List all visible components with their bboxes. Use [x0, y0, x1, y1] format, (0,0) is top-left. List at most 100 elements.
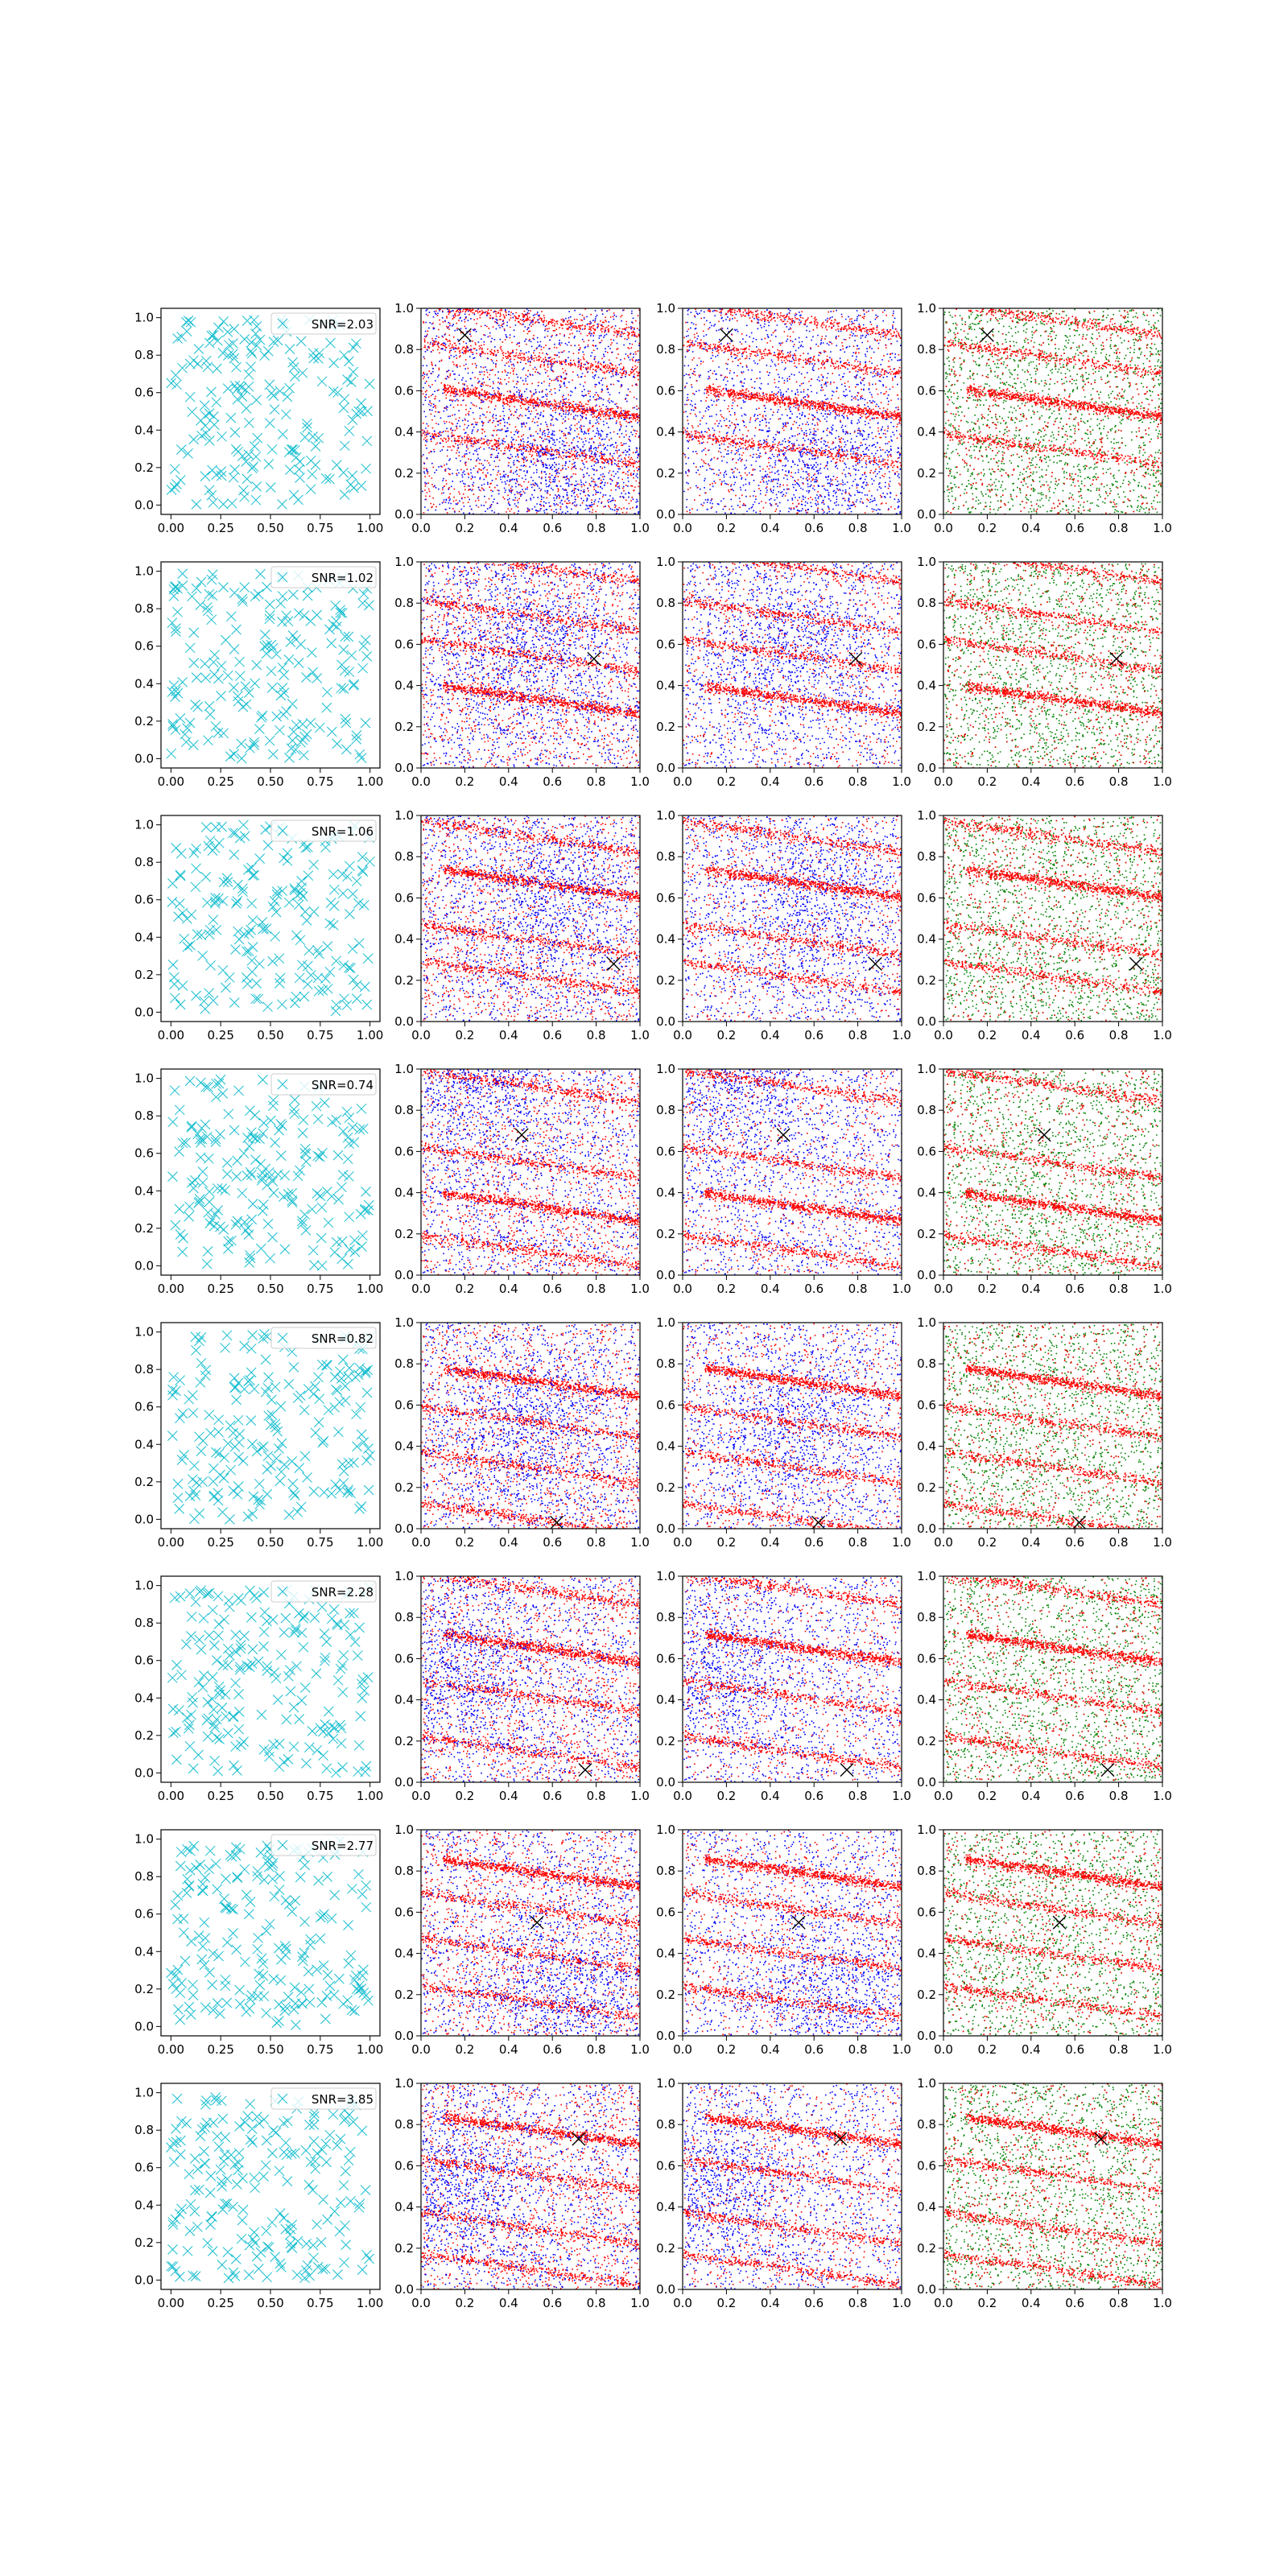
col4-ytick-label: 0.0 — [917, 761, 936, 775]
col3-xtick-label: 1.0 — [892, 1535, 911, 1550]
scatter-panel-c: 0.0 0.2 0.4 0.6 0.8 1.00.00.20.40.60.81.0 — [917, 808, 1172, 1042]
col4-xtick-label: 0.6 — [1065, 1028, 1084, 1042]
target-x-marker — [572, 2132, 585, 2145]
scatter-panel-b: 0.0 0.2 0.4 0.6 0.8 1.00.00.20.40.60.81.0 — [656, 301, 911, 535]
axes-frame — [683, 815, 902, 1022]
col4-xtick-label: 0.0 — [934, 1282, 953, 1296]
col2-ytick-label: 0.8 — [394, 849, 414, 864]
col1-xtick-label: 0.75 — [307, 1789, 333, 1803]
col2-xtick-label: 0.4 — [499, 521, 518, 535]
figure-row-2: SNR=1.020.00 0.25 0.50 0.75 1.000.00.20.40.6… — [134, 555, 1172, 789]
col4-ytick-label: 0.2 — [917, 1734, 936, 1748]
axes-frame — [161, 1576, 380, 1782]
col1-ytick-label: 0.8 — [134, 1362, 154, 1377]
col4-xtick-label: 0.2 — [977, 1028, 997, 1042]
col1-ytick-label: 1.0 — [134, 311, 154, 325]
col4-xtick-label: 0.4 — [1022, 1535, 1041, 1550]
scatter-panel-a: 0.0 0.2 0.4 0.6 0.8 1.00.00.20.40.60.81.0 — [394, 808, 650, 1042]
col3-xtick-label: 0.8 — [848, 2042, 868, 2057]
col1-ytick-label: 0.8 — [134, 1869, 154, 1884]
col2-xtick-label: 0.0 — [411, 1789, 431, 1803]
legend-snr-label: SNR=2.03 — [312, 317, 374, 332]
col4-ytick-label: 0.6 — [917, 890, 936, 905]
col2-ytick-label: 0.2 — [394, 1734, 414, 1748]
col3-ytick-label: 0.4 — [656, 679, 675, 693]
col1-ytick-label: 0.6 — [134, 1400, 154, 1414]
scatter-points — [943, 562, 1164, 769]
cross-markers — [167, 1583, 374, 1777]
col3-ytick-label: 0.4 — [656, 1186, 675, 1200]
target-x-marker — [1110, 652, 1123, 665]
col4-ytick-label: 0.4 — [917, 1186, 936, 1200]
col3-ytick-label: 0.8 — [656, 1103, 675, 1117]
col1-xtick-label: 1.00 — [357, 521, 383, 535]
col4-ytick-label: 0.2 — [917, 466, 936, 481]
col3-xtick-label: 0.8 — [848, 521, 868, 535]
target-x-marker — [777, 1129, 790, 1141]
scatter-points — [422, 308, 641, 515]
col4-xtick-label: 0.8 — [1109, 2042, 1129, 2057]
col1-xtick-label: 0.75 — [307, 1028, 333, 1042]
scatter-panel-a: 0.0 0.2 0.4 0.6 0.8 1.00.00.20.40.60.81.0 — [394, 1569, 650, 1803]
scatter-panel-c: 0.0 0.2 0.4 0.6 0.8 1.00.00.20.40.60.81.0 — [917, 1315, 1172, 1550]
col3-xtick-label: 0.8 — [848, 1282, 868, 1296]
snr-cross-panel: SNR=2.280.00 0.25 0.50 0.75 1.000.00.20.40.6… — [134, 1576, 383, 1803]
col3-xtick-label: 1.0 — [892, 774, 911, 789]
scatter-points — [943, 1576, 1164, 1784]
col2-xtick-label: 0.8 — [587, 1028, 606, 1042]
col3-ytick-label: 0.6 — [656, 1397, 675, 1412]
scatter-panel-a: 0.0 0.2 0.4 0.6 0.8 1.00.00.20.40.60.81.0 — [394, 1823, 650, 2057]
legend-snr-label: SNR=1.06 — [312, 824, 374, 839]
legend: SNR=2.77 — [271, 1835, 376, 1856]
col3-xtick-label: 0.6 — [804, 2296, 824, 2310]
col1-ytick-label: 0.2 — [134, 1221, 154, 1236]
col3-ytick-label: 0.0 — [656, 1268, 675, 1282]
col2-ytick-label: 0.4 — [394, 679, 414, 693]
col4-ytick-label: 0.8 — [917, 2117, 936, 2132]
col4-ytick-label: 0.4 — [917, 932, 936, 947]
scatter-panel-a: 0.0 0.2 0.4 0.6 0.8 1.00.00.20.40.60.81.0 — [394, 555, 650, 789]
scatter-panel-c: 0.0 0.2 0.4 0.6 0.8 1.00.00.20.40.60.81.0 — [917, 1569, 1172, 1803]
scatter-points — [683, 1323, 903, 1530]
col2-xtick-label: 1.0 — [630, 1789, 650, 1803]
target-x-marker — [720, 328, 733, 341]
col1-xtick-label: 0.25 — [207, 774, 233, 789]
col4-xtick-label: 0.0 — [934, 2042, 953, 2057]
col3-ytick-label: 0.4 — [656, 932, 675, 947]
col1-ytick-label: 0.0 — [134, 2273, 154, 2287]
col3-ytick-label: 0.0 — [656, 1775, 675, 1790]
col1-ytick-label: 0.0 — [134, 1512, 154, 1526]
col2-ytick-label: 0.8 — [394, 1356, 414, 1371]
col4-xtick-label: 0.8 — [1109, 1789, 1129, 1803]
col2-ytick-label: 0.4 — [394, 2200, 414, 2215]
col4-xtick-label: 0.6 — [1065, 774, 1084, 789]
col1-ytick-label: 1.0 — [134, 1579, 154, 1593]
col4-ytick-label: 0.8 — [917, 342, 936, 357]
col2-xtick-label: 0.2 — [455, 1282, 474, 1296]
col1-ytick-label: 0.6 — [134, 1146, 154, 1161]
col2-xtick-label: 0.6 — [543, 1028, 562, 1042]
col4-ytick-label: 0.4 — [917, 1439, 936, 1454]
scatter-panel-a: 0.0 0.2 0.4 0.6 0.8 1.00.00.20.40.60.81.0 — [394, 301, 650, 535]
col2-xtick-label: 0.2 — [455, 2042, 474, 2057]
col4-ytick-label: 0.8 — [917, 1103, 936, 1117]
figure-row-7: SNR=2.770.00 0.25 0.50 0.75 1.000.00.20.40.6… — [134, 1823, 1172, 2057]
col1-xtick-label: 0.25 — [207, 1282, 233, 1296]
col3-ytick-label: 0.8 — [656, 1864, 675, 1878]
col2-ytick-label: 0.6 — [394, 2158, 414, 2173]
col4-ytick-label: 0.8 — [917, 1864, 936, 1878]
col4-xtick-label: 1.0 — [1153, 2296, 1172, 2310]
target-x-marker — [579, 1764, 592, 1777]
col3-xtick-label: 0.4 — [761, 1028, 780, 1042]
col2-xtick-label: 0.6 — [543, 2042, 562, 2057]
col4-xtick-label: 0.8 — [1109, 1282, 1129, 1296]
figure-row-6: SNR=2.280.00 0.25 0.50 0.75 1.000.00.20.40.6… — [134, 1569, 1172, 1803]
col4-ytick-label: 0.2 — [917, 1227, 936, 1241]
col3-xtick-label: 0.0 — [673, 1535, 692, 1550]
col1-ytick-label: 1.0 — [134, 1832, 154, 1847]
legend: SNR=0.74 — [271, 1074, 376, 1095]
col3-xtick-label: 0.2 — [716, 2042, 736, 2057]
col2-ytick-label: 0.2 — [394, 720, 414, 734]
col4-xtick-label: 0.2 — [977, 1789, 997, 1803]
col2-xtick-label: 0.0 — [411, 1028, 431, 1042]
